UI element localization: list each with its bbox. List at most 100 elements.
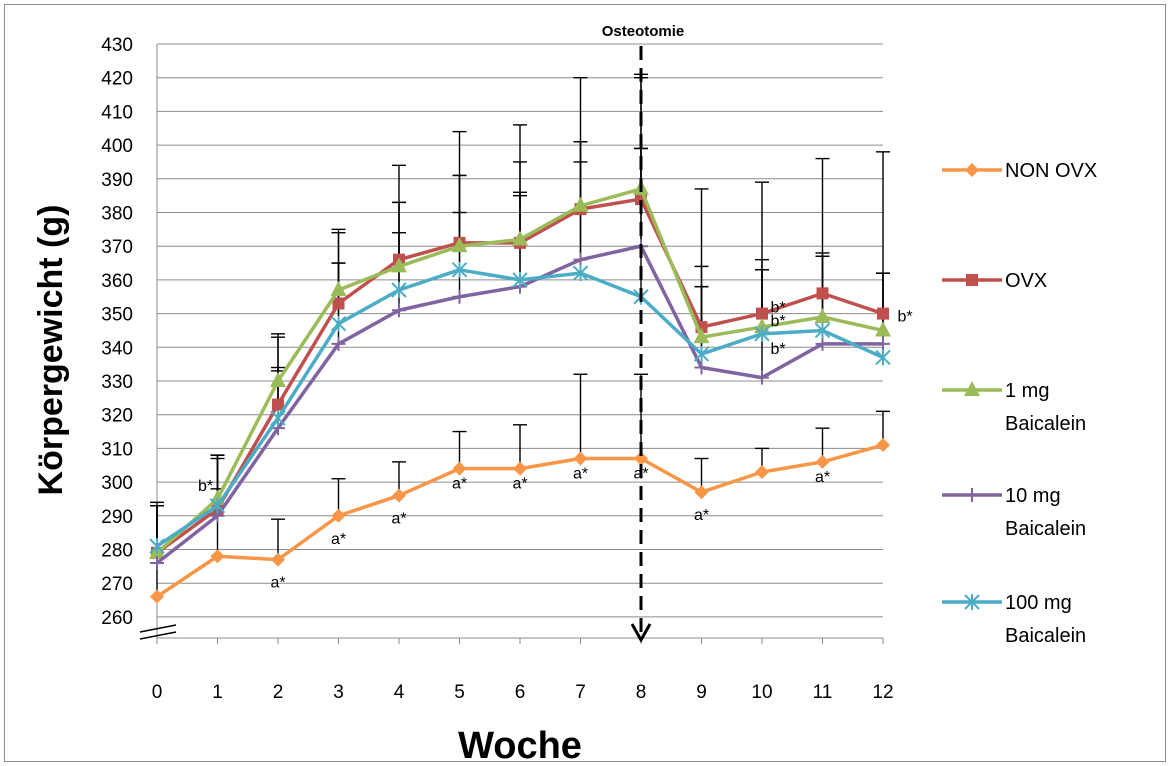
y-tick-label: 370 [101,237,133,258]
legend-label: 1 mg [1005,380,1049,402]
data-point [209,497,226,514]
data-point [634,451,648,466]
data-point [331,336,346,351]
data-point [271,552,285,567]
data-point [513,461,527,476]
data-point [451,237,468,253]
data-point [816,287,829,300]
significance-label: b* [770,300,785,317]
data-point [815,454,830,469]
y-tick-label: 270 [101,574,133,595]
data-point [391,257,407,273]
y-tick-label: 320 [101,406,133,427]
data-point [755,370,769,385]
data-point [573,451,588,466]
data-point [270,372,286,387]
y-tick-label: 430 [101,35,133,56]
y-axis-label: Körpergewicht (g) [32,205,70,496]
data-point [814,307,831,323]
data-point [693,328,710,344]
data-point [451,261,468,278]
data-point [512,230,528,246]
data-point [150,555,164,570]
x-tick-label: 0 [152,682,163,703]
significance-label: a* [391,511,406,528]
significance-label: a* [512,476,527,493]
data-point [452,289,467,304]
data-point [754,325,770,342]
x-tick-label: 9 [696,682,707,703]
data-point [392,488,406,503]
legend-swatch-marker [965,488,979,502]
data-point [876,438,890,453]
x-tick-label: 10 [751,682,772,703]
data-point [814,322,831,339]
legend-swatch-marker [964,594,980,610]
data-point [392,303,406,318]
data-point [210,549,225,564]
data-point [331,508,346,523]
legend-label: OVX [1005,270,1047,292]
significance-label: a* [694,507,709,524]
y-tick-label: 330 [101,372,133,393]
x-tick-label: 6 [515,682,526,703]
data-point [876,336,890,351]
significance-label: b* [198,478,213,495]
legend-label: Baicalein [1005,518,1086,540]
data-point [572,196,589,212]
data-point [150,589,164,604]
y-tick-label: 390 [101,170,133,191]
y-tick-label: 380 [101,204,133,225]
x-tick-label: 7 [575,682,586,703]
data-point [694,360,709,375]
legend-label: Baicalein [1005,625,1086,647]
data-point [572,265,589,282]
x-tick-label: 2 [273,682,284,703]
data-point [330,315,347,332]
y-tick-label: 340 [101,338,133,359]
significance-label: a* [815,469,830,486]
x-tick-label: 3 [333,682,344,703]
x-tick-label: 1 [212,682,223,703]
x-tick-label: 4 [394,682,405,703]
y-tick-label: 410 [101,102,133,123]
significance-label: a* [573,466,588,483]
legend-label: 100 mg [1005,592,1072,614]
significance-label: a* [452,476,467,493]
x-tick-label: 12 [872,682,893,703]
data-point [391,282,407,299]
data-point [272,398,284,411]
legend-label: Baicalein [1005,413,1086,435]
data-point [573,252,588,267]
significance-label: b* [897,309,912,326]
data-point [815,336,830,351]
osteotomie-arrow [630,623,652,644]
significance-label: b* [770,341,785,358]
legend-label: 10 mg [1005,485,1061,507]
x-tick-label: 8 [636,682,647,703]
legend-swatch-marker [966,274,978,286]
legend-label: NON OVX [1005,160,1097,182]
data-point [512,271,528,288]
axis-break-mark [139,624,177,633]
data-point [332,297,345,310]
x-axis-label: Woche [458,725,582,766]
y-tick-label: 260 [101,608,133,629]
data-point [694,485,709,500]
data-point [877,307,889,320]
data-point [693,346,710,363]
data-point [755,464,769,479]
y-tick-label: 310 [101,439,133,460]
significance-label: a* [270,575,285,592]
y-tick-label: 400 [101,136,133,157]
data-point [875,321,891,337]
data-point [756,307,768,320]
y-tick-label: 290 [101,507,133,528]
significance-label: a* [331,531,346,548]
data-point [149,538,165,555]
y-tick-label: 280 [101,541,133,562]
significance-label: a* [633,466,648,483]
x-tick-label: 11 [813,682,833,703]
legend-swatch-marker [965,163,979,177]
